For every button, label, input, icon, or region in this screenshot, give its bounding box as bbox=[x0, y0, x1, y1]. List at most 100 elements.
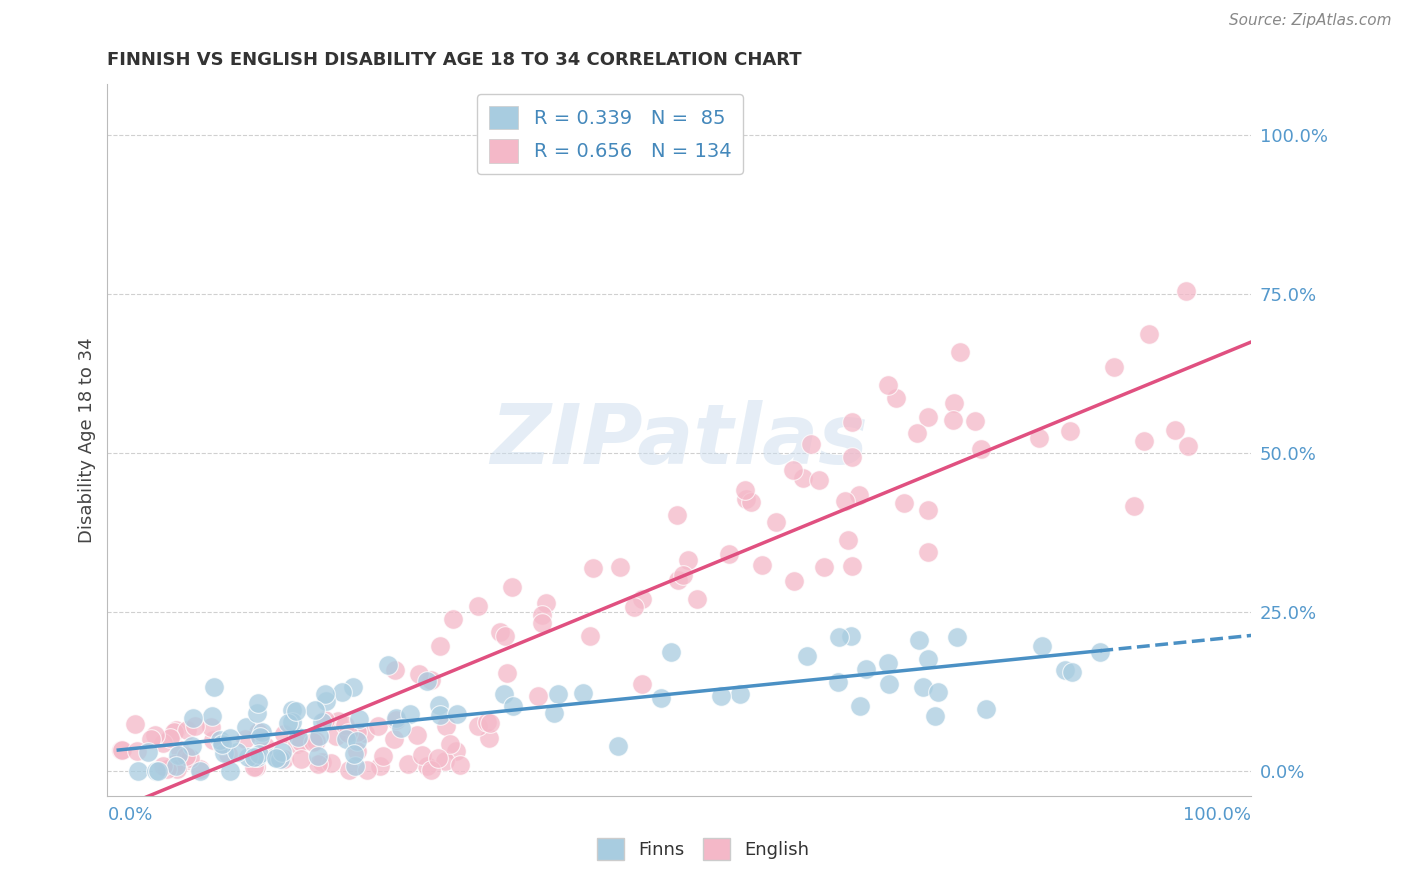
Point bbox=[429, 639, 451, 653]
Point bbox=[174, 749, 197, 764]
Point bbox=[202, 732, 225, 747]
Point bbox=[343, 747, 366, 761]
Point bbox=[356, 763, 378, 777]
Point bbox=[247, 747, 270, 761]
Point bbox=[467, 719, 489, 733]
Point bbox=[124, 717, 146, 731]
Point bbox=[246, 696, 269, 710]
Point bbox=[396, 756, 419, 771]
Text: Source: ZipAtlas.com: Source: ZipAtlas.com bbox=[1229, 13, 1392, 29]
Point bbox=[311, 756, 333, 770]
Point bbox=[163, 756, 186, 771]
Point bbox=[385, 711, 408, 725]
Point bbox=[606, 739, 628, 754]
Point bbox=[176, 723, 198, 738]
Point bbox=[1059, 425, 1081, 439]
Point bbox=[176, 752, 198, 766]
Point bbox=[337, 763, 360, 777]
Point bbox=[264, 751, 287, 765]
Point bbox=[1054, 664, 1077, 678]
Point bbox=[188, 763, 211, 777]
Point bbox=[734, 483, 756, 497]
Point bbox=[479, 715, 502, 730]
Legend: Finns, English: Finns, English bbox=[589, 830, 817, 867]
Point bbox=[623, 599, 645, 614]
Point bbox=[346, 734, 368, 748]
Point bbox=[165, 723, 187, 738]
Point bbox=[399, 706, 422, 721]
Point bbox=[1062, 665, 1084, 679]
Point bbox=[212, 746, 235, 760]
Point bbox=[277, 716, 299, 731]
Point bbox=[211, 738, 233, 752]
Point bbox=[163, 725, 186, 739]
Point bbox=[342, 680, 364, 694]
Text: FINNISH VS ENGLISH DISABILITY AGE 18 TO 34 CORRELATION CHART: FINNISH VS ENGLISH DISABILITY AGE 18 TO … bbox=[107, 51, 801, 69]
Point bbox=[543, 706, 565, 721]
Point bbox=[449, 758, 471, 772]
Point bbox=[502, 699, 524, 714]
Point bbox=[765, 515, 787, 529]
Point bbox=[181, 711, 204, 725]
Point bbox=[782, 463, 804, 477]
Point bbox=[531, 615, 554, 630]
Point bbox=[946, 630, 969, 644]
Point bbox=[917, 545, 939, 559]
Point bbox=[444, 744, 467, 758]
Point bbox=[489, 625, 512, 640]
Point bbox=[408, 667, 430, 681]
Point bbox=[905, 425, 928, 440]
Point bbox=[924, 709, 946, 723]
Point bbox=[281, 715, 304, 730]
Point bbox=[250, 725, 273, 739]
Point bbox=[886, 392, 908, 406]
Point bbox=[246, 706, 269, 721]
Point bbox=[141, 731, 163, 746]
Point bbox=[169, 743, 191, 757]
Point bbox=[167, 748, 190, 763]
Point bbox=[429, 708, 451, 723]
Point bbox=[371, 749, 394, 764]
Point bbox=[849, 698, 872, 713]
Point bbox=[943, 396, 966, 410]
Point bbox=[391, 721, 413, 735]
Point bbox=[273, 727, 295, 741]
Point bbox=[530, 607, 553, 622]
Point bbox=[152, 736, 174, 750]
Point bbox=[125, 744, 148, 758]
Point bbox=[917, 503, 939, 517]
Point bbox=[143, 728, 166, 742]
Point bbox=[666, 573, 689, 587]
Point bbox=[311, 714, 333, 729]
Point bbox=[571, 686, 593, 700]
Point bbox=[326, 714, 349, 728]
Point bbox=[271, 745, 294, 759]
Point bbox=[630, 677, 652, 691]
Point bbox=[855, 662, 877, 676]
Point bbox=[927, 685, 949, 699]
Point bbox=[138, 745, 160, 759]
Point bbox=[434, 754, 457, 768]
Point bbox=[179, 750, 201, 764]
Point bbox=[1122, 499, 1144, 513]
Point bbox=[290, 752, 312, 766]
Point bbox=[245, 750, 267, 764]
Point bbox=[377, 658, 399, 673]
Point bbox=[917, 410, 939, 425]
Point bbox=[478, 731, 501, 746]
Point bbox=[219, 731, 242, 746]
Point bbox=[384, 663, 406, 677]
Point bbox=[243, 759, 266, 773]
Point bbox=[751, 558, 773, 572]
Point bbox=[496, 665, 519, 680]
Point bbox=[792, 471, 814, 485]
Point bbox=[346, 744, 368, 758]
Point bbox=[446, 706, 468, 721]
Point bbox=[848, 488, 870, 502]
Point bbox=[314, 713, 336, 727]
Point bbox=[285, 737, 308, 751]
Point bbox=[834, 494, 856, 508]
Point bbox=[181, 739, 204, 753]
Point bbox=[353, 726, 375, 740]
Point bbox=[285, 704, 308, 718]
